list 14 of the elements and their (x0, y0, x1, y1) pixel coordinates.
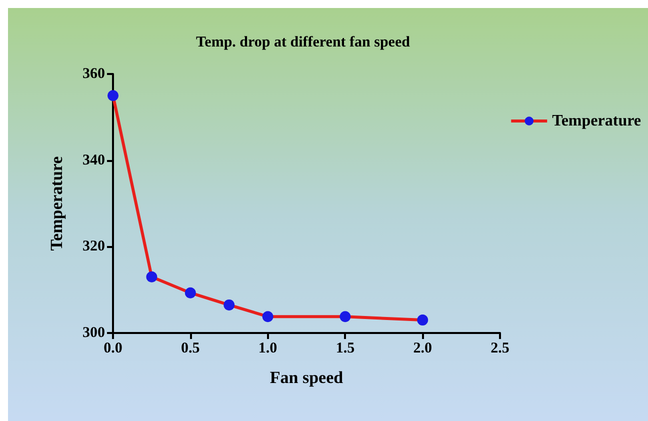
y-tick-label: 360 (82, 66, 105, 82)
chart-title: Temp. drop at different fan speed (196, 34, 411, 50)
x-tick-label: 1.5 (336, 340, 355, 356)
x-tick-label: 0.5 (181, 340, 200, 356)
x-axis-title: Fan speed (270, 368, 344, 387)
y-tick-label: 300 (82, 325, 105, 341)
x-tick-label: 1.0 (258, 340, 278, 356)
y-tick-label: 320 (82, 238, 105, 255)
x-tick-label: 2.0 (413, 340, 432, 356)
x-tick-label: 2.5 (490, 340, 510, 356)
y-axis-title: Temperature (47, 156, 66, 251)
y-tick-label: 340 (82, 152, 105, 168)
legend-label: Temperature (552, 112, 641, 130)
x-tick-label: 0.0 (104, 340, 122, 356)
